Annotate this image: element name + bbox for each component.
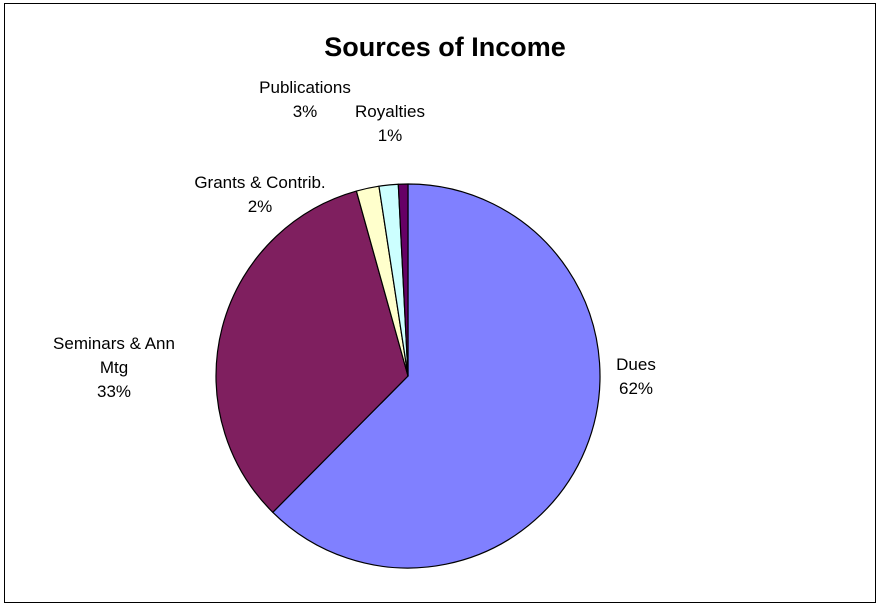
slice-label-3: Publications 3% [259,78,351,121]
slice-label-line: Publications [259,78,351,97]
slice-label-line: Seminars & Ann [53,334,175,353]
slice-percent-label: 1% [378,126,403,145]
chart-title: Sources of Income [324,32,566,62]
pie-slices [215,183,601,569]
slice-label-line: Royalties [355,102,425,121]
slice-label-line: Dues [616,355,656,374]
slice-label-2: Grants & Contrib. 2% [194,173,325,216]
slice-label-line: Mtg [100,358,128,377]
slice-label-1: Seminars & Ann Mtg 33% [53,334,175,401]
slice-labels: Dues 62% Seminars & Ann Mtg 33% Grants & Cont… [53,78,656,401]
slice-percent-label: 62% [619,379,653,398]
pie-slice-1 [215,190,409,513]
pie-slice-4 [397,183,409,377]
slice-label-0: Dues 62% [616,355,656,398]
slice-label-4: Royalties 1% [355,102,425,145]
slice-label-line: Grants & Contrib. [194,173,325,192]
slice-percent-label: 2% [248,197,273,216]
pie-slice-0 [272,183,601,569]
slice-percent-label: 3% [293,102,318,121]
slice-percent-label: 33% [97,382,131,401]
